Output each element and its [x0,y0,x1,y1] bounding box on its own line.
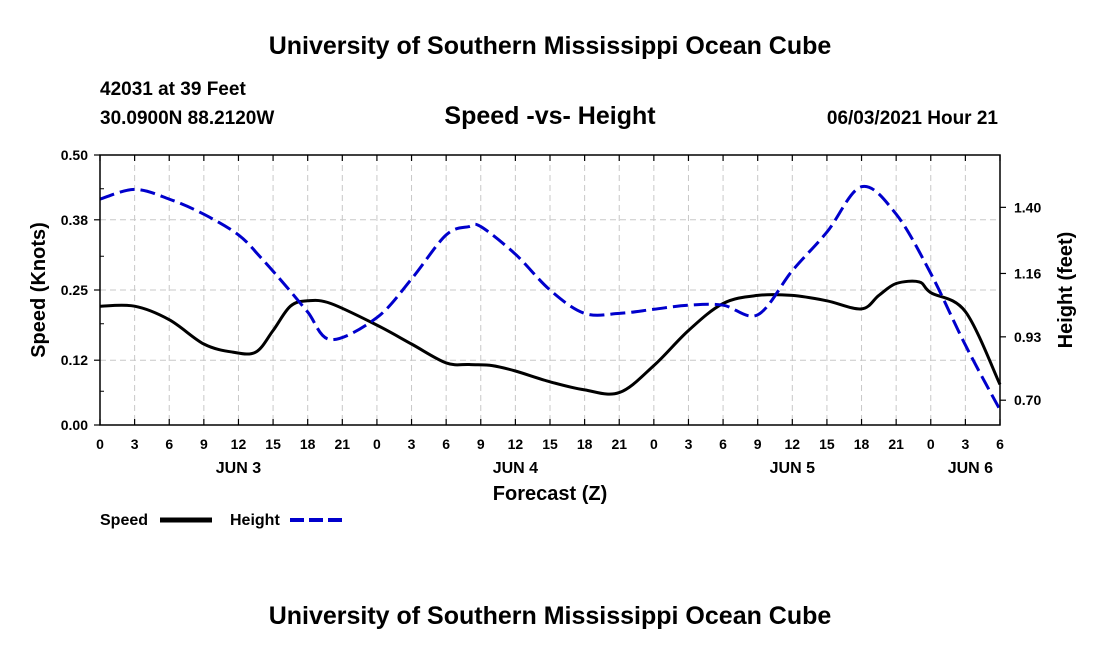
y-right-tick-label: 0.70 [1014,392,1041,408]
datetime-label: 06/03/2021 Hour 21 [827,108,999,129]
x-tick-label: 6 [996,436,1004,452]
y-right-tick-label: 1.16 [1014,265,1041,281]
x-day-label: JUN 5 [770,460,815,477]
y-right-tick-label: 1.40 [1014,199,1041,215]
y-axis-left-label: Speed (Knots) [28,222,50,358]
x-tick-label: 15 [542,436,558,452]
x-tick-label: 12 [508,436,524,452]
y-left-tick-label: 0.50 [61,147,88,163]
y-left-tick-label: 0.00 [61,417,88,433]
y-axis-right-label: Height (feet) [1055,232,1077,349]
x-day-label: JUN 4 [493,460,538,477]
x-tick-label: 9 [200,436,208,452]
main-title: University of Southern Mississippi Ocean… [269,32,832,60]
x-tick-label: 3 [131,436,139,452]
x-tick-label: 21 [611,436,627,452]
x-tick-label: 0 [650,436,658,452]
x-tick-label: 3 [685,436,693,452]
y-right-tick-label: 0.93 [1014,329,1041,345]
x-tick-label: 6 [442,436,450,452]
x-day-label: JUN 3 [216,460,261,477]
x-tick-label: 3 [961,436,969,452]
chart-title: Speed -vs- Height [444,102,656,130]
x-tick-label: 9 [477,436,485,452]
x-tick-label: 18 [300,436,316,452]
x-tick-label: 0 [96,436,104,452]
x-tick-label: 12 [231,436,247,452]
x-tick-label: 0 [927,436,935,452]
x-tick-label: 15 [819,436,835,452]
station-label: 42031 at 39 Feet [100,79,246,100]
x-tick-label: 21 [888,436,904,452]
series-line-speed [99,279,1002,396]
x-tick-label: 6 [165,436,173,452]
y-left-tick-label: 0.12 [61,352,88,368]
series-line-height [99,184,1002,411]
legend-height-label: Height [230,512,280,529]
x-tick-label: 18 [577,436,593,452]
x-tick-label: 0 [373,436,381,452]
y-left-tick-label: 0.38 [61,212,88,228]
axis-ticks: 0 3 6 9 12 15 18 21 0 3 6 9 12 15 18 21 0 3 6 9 12 15 18 21 0 3 6J… [61,147,1042,477]
x-tick-label: 18 [854,436,870,452]
legend-speed-label: Speed [100,512,148,529]
x-tick-label: 21 [335,436,351,452]
x-tick-label: 12 [785,436,801,452]
series-lines [99,184,1002,411]
y-left-tick-label: 0.25 [61,282,88,298]
x-tick-label: 9 [754,436,762,452]
x-tick-label: 6 [719,436,727,452]
x-axis-label: Forecast (Z) [493,483,607,505]
grid [100,155,1000,425]
footer-title: University of Southern Mississippi Ocean… [269,602,832,630]
x-tick-label: 15 [265,436,281,452]
x-day-label: JUN 6 [948,460,993,477]
legend: Speed Height [100,512,342,529]
x-tick-label: 3 [408,436,416,452]
coordinates-label: 30.0900N 88.2120W [100,108,274,129]
